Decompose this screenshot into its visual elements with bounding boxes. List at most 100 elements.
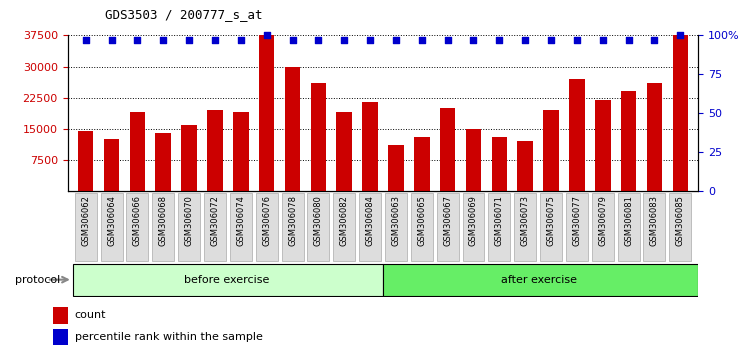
Text: GSM306063: GSM306063 bbox=[391, 195, 400, 246]
Text: GSM306075: GSM306075 bbox=[547, 195, 556, 246]
Bar bbox=[53, 307, 68, 324]
Text: GSM306077: GSM306077 bbox=[572, 195, 581, 246]
Point bbox=[648, 37, 660, 43]
Point bbox=[571, 37, 583, 43]
Bar bbox=[73, 264, 383, 296]
Bar bbox=[492, 137, 507, 191]
Point bbox=[157, 37, 169, 43]
FancyBboxPatch shape bbox=[255, 193, 278, 261]
Point bbox=[674, 33, 686, 38]
Text: GSM306070: GSM306070 bbox=[185, 195, 194, 246]
Bar bbox=[53, 329, 68, 345]
FancyBboxPatch shape bbox=[333, 193, 355, 261]
Bar bbox=[543, 110, 559, 191]
Bar bbox=[440, 108, 455, 191]
Bar bbox=[155, 133, 171, 191]
Bar bbox=[647, 83, 662, 191]
FancyBboxPatch shape bbox=[411, 193, 433, 261]
Text: GSM306067: GSM306067 bbox=[443, 195, 452, 246]
Text: count: count bbox=[74, 310, 106, 320]
Text: GSM306068: GSM306068 bbox=[158, 195, 167, 246]
Point bbox=[209, 37, 221, 43]
Bar bbox=[383, 264, 698, 296]
FancyBboxPatch shape bbox=[644, 193, 665, 261]
FancyBboxPatch shape bbox=[540, 193, 562, 261]
FancyBboxPatch shape bbox=[178, 193, 200, 261]
FancyBboxPatch shape bbox=[463, 193, 484, 261]
Text: GSM306073: GSM306073 bbox=[520, 195, 529, 246]
Text: GSM306084: GSM306084 bbox=[366, 195, 375, 246]
FancyBboxPatch shape bbox=[230, 193, 252, 261]
Bar bbox=[233, 112, 249, 191]
Text: percentile rank within the sample: percentile rank within the sample bbox=[74, 332, 263, 342]
Bar bbox=[517, 141, 533, 191]
Bar bbox=[78, 131, 93, 191]
Text: GSM306079: GSM306079 bbox=[599, 195, 608, 246]
FancyBboxPatch shape bbox=[488, 193, 511, 261]
Bar bbox=[414, 137, 430, 191]
FancyBboxPatch shape bbox=[74, 193, 97, 261]
Bar bbox=[181, 125, 197, 191]
Point bbox=[261, 33, 273, 38]
Point bbox=[545, 37, 557, 43]
Text: after exercise: after exercise bbox=[502, 275, 578, 285]
Point bbox=[364, 37, 376, 43]
Text: GSM306081: GSM306081 bbox=[624, 195, 633, 246]
Text: GSM306074: GSM306074 bbox=[237, 195, 246, 246]
Text: GSM306069: GSM306069 bbox=[469, 195, 478, 246]
FancyBboxPatch shape bbox=[436, 193, 459, 261]
FancyBboxPatch shape bbox=[669, 193, 692, 261]
Text: GSM306072: GSM306072 bbox=[210, 195, 219, 246]
Bar bbox=[595, 100, 611, 191]
Bar bbox=[362, 102, 378, 191]
Text: GSM306076: GSM306076 bbox=[262, 195, 271, 246]
FancyBboxPatch shape bbox=[592, 193, 614, 261]
Point bbox=[416, 37, 428, 43]
Text: GSM306080: GSM306080 bbox=[314, 195, 323, 246]
FancyBboxPatch shape bbox=[152, 193, 174, 261]
Text: before exercise: before exercise bbox=[184, 275, 270, 285]
Bar bbox=[207, 110, 223, 191]
Point bbox=[312, 37, 324, 43]
Text: GSM306082: GSM306082 bbox=[339, 195, 348, 246]
Text: GSM306062: GSM306062 bbox=[81, 195, 90, 246]
Text: protocol: protocol bbox=[15, 275, 60, 285]
Point bbox=[106, 37, 118, 43]
FancyBboxPatch shape bbox=[385, 193, 407, 261]
Point bbox=[287, 37, 299, 43]
Bar bbox=[285, 67, 300, 191]
FancyBboxPatch shape bbox=[282, 193, 303, 261]
Point bbox=[338, 37, 350, 43]
Bar bbox=[336, 112, 352, 191]
Text: GSM306065: GSM306065 bbox=[418, 195, 427, 246]
FancyBboxPatch shape bbox=[126, 193, 149, 261]
Text: GSM306083: GSM306083 bbox=[650, 195, 659, 246]
Point bbox=[390, 37, 402, 43]
FancyBboxPatch shape bbox=[101, 193, 122, 261]
Bar bbox=[311, 83, 326, 191]
Text: GSM306085: GSM306085 bbox=[676, 195, 685, 246]
Bar bbox=[466, 129, 481, 191]
FancyBboxPatch shape bbox=[566, 193, 588, 261]
Point bbox=[623, 37, 635, 43]
FancyBboxPatch shape bbox=[514, 193, 536, 261]
Bar bbox=[388, 145, 404, 191]
Bar bbox=[673, 35, 688, 191]
FancyBboxPatch shape bbox=[359, 193, 381, 261]
Point bbox=[183, 37, 195, 43]
Bar bbox=[259, 35, 274, 191]
FancyBboxPatch shape bbox=[307, 193, 330, 261]
Point bbox=[597, 37, 609, 43]
Point bbox=[131, 37, 143, 43]
Point bbox=[235, 37, 247, 43]
Point bbox=[519, 37, 531, 43]
FancyBboxPatch shape bbox=[617, 193, 640, 261]
Text: GSM306071: GSM306071 bbox=[495, 195, 504, 246]
Text: GDS3503 / 200777_s_at: GDS3503 / 200777_s_at bbox=[105, 8, 263, 21]
FancyBboxPatch shape bbox=[204, 193, 226, 261]
Point bbox=[493, 37, 505, 43]
Text: GSM306064: GSM306064 bbox=[107, 195, 116, 246]
Point bbox=[442, 37, 454, 43]
Bar bbox=[130, 112, 145, 191]
Point bbox=[80, 37, 92, 43]
